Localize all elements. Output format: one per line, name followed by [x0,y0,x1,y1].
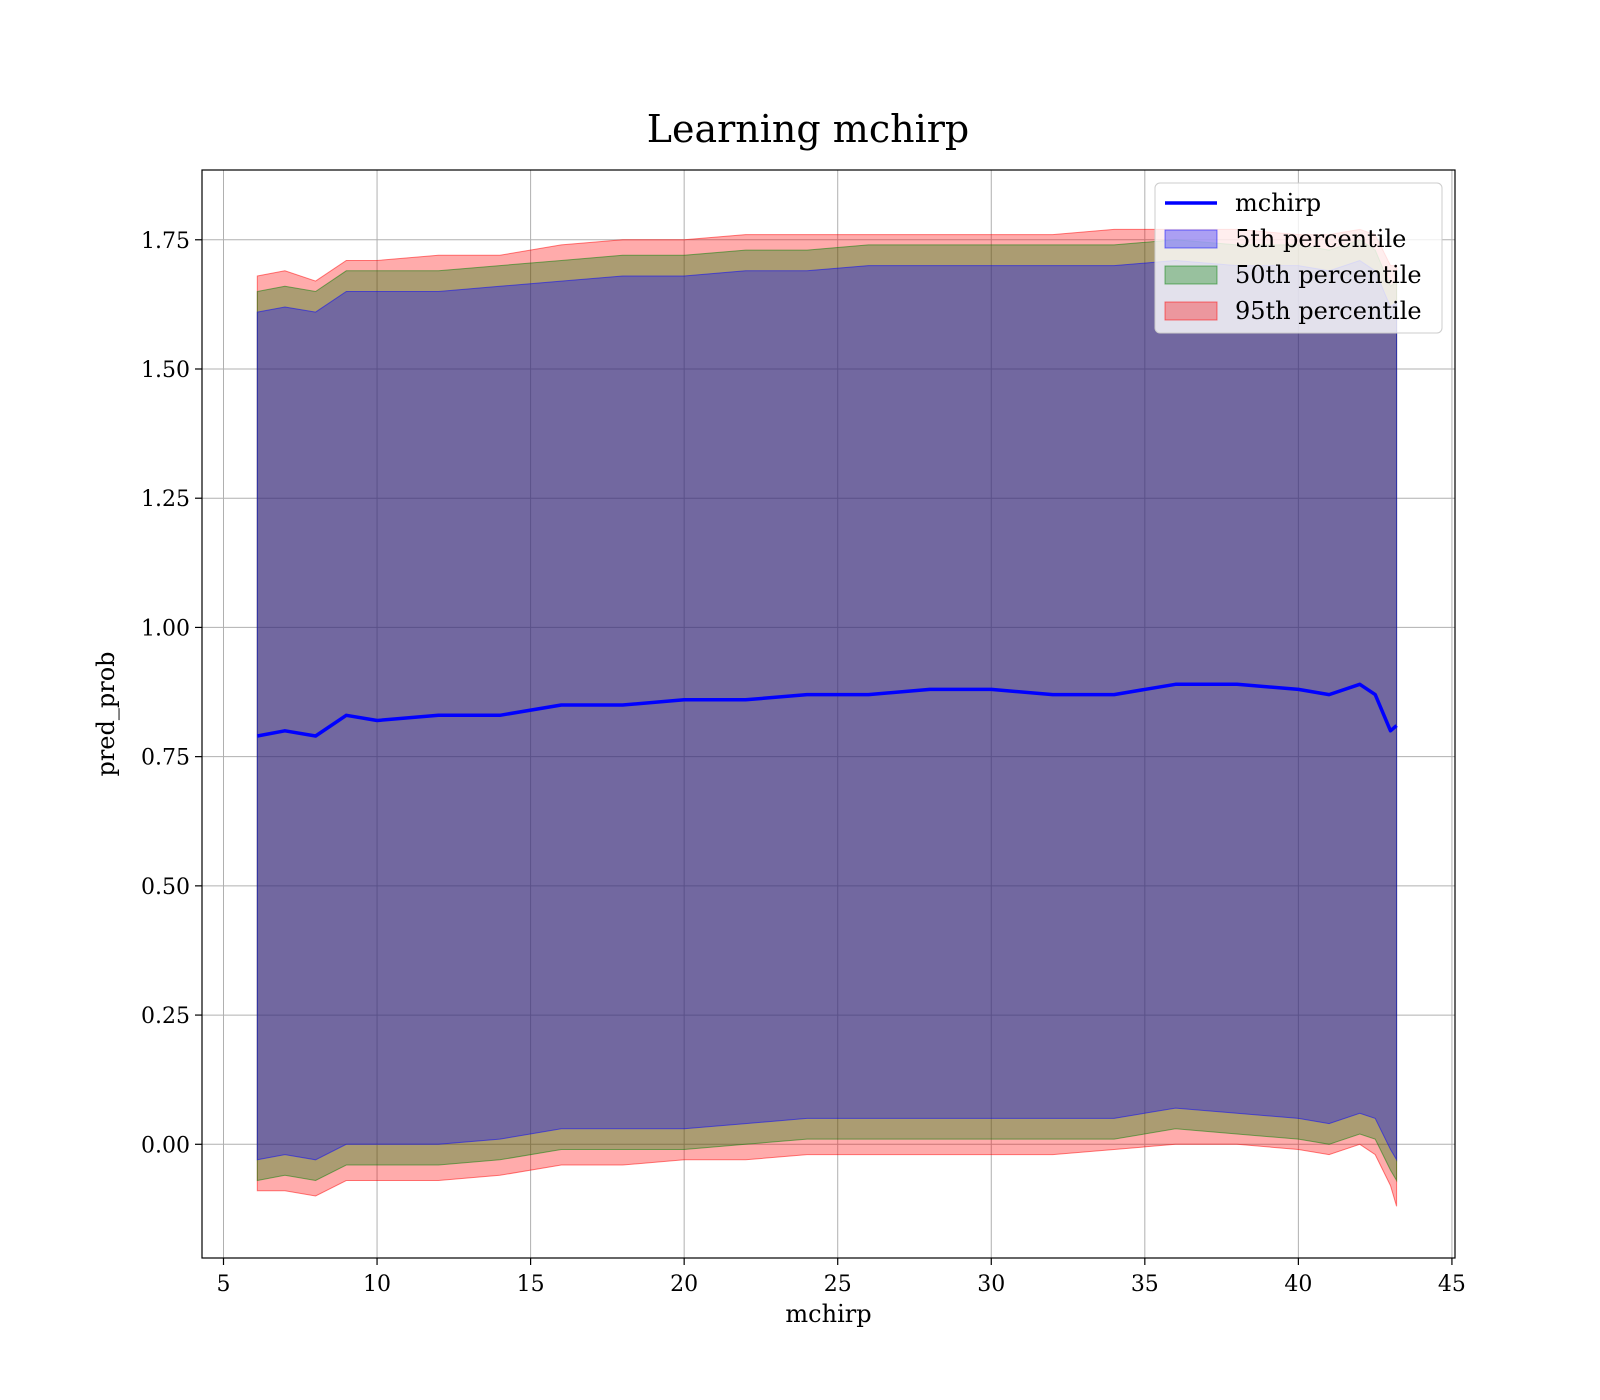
y-tick-label: 0.25 [141,1004,190,1029]
x-tick-label: 40 [1284,1272,1312,1297]
legend-label: 5th percentile [1235,225,1406,253]
x-tick-label: 25 [824,1272,852,1297]
y-tick-label: 0.75 [141,746,190,771]
x-tick-label: 5 [216,1272,230,1297]
legend: mchirp 5th percentile 50th percentile 95th … [1154,182,1443,334]
legend-box [1154,182,1443,334]
legend-label: mchirp [1235,189,1321,217]
legend-swatch-band [1164,265,1218,285]
band-5th-percentile [256,259,1398,1162]
y-tick-label: 1.00 [141,616,190,641]
x-tick-label: 15 [517,1272,545,1297]
y-tick-label: 1.25 [141,487,190,512]
x-tick-label: 35 [1131,1272,1159,1297]
chart-title: Learning mchirp [647,107,969,151]
axis-ticks: 5 10 15 20 25 30 35 40 45 0.00 0.25 0.50 0.75 1.00 1.2… [141,229,1466,1297]
legend-swatch-band [1164,301,1218,321]
legend-swatch-band [1164,229,1218,249]
legend-label: 50th percentile [1235,261,1422,289]
plot-frame [201,169,1456,1259]
x-tick-label: 10 [363,1272,391,1297]
band-95th-percentile [256,228,1398,1207]
series-line-mchirp [256,682,1398,738]
series-lines [256,682,1398,738]
legend-label: 95th percentile [1235,297,1422,325]
band-50th-percentile [256,239,1398,1183]
x-tick-label: 30 [977,1272,1005,1297]
grid [202,170,1455,1258]
y-tick-label: 0.00 [141,1133,190,1158]
x-tick-label: 45 [1438,1272,1466,1297]
y-tick-label: 0.50 [141,875,190,900]
percentile-bands [256,228,1398,1207]
x-tick-label: 20 [670,1272,698,1297]
y-tick-label: 1.75 [141,229,190,254]
x-axis-title: mchirp [785,1300,871,1328]
y-axis-title: pred_prob [92,651,120,776]
y-tick-label: 1.50 [141,358,190,383]
